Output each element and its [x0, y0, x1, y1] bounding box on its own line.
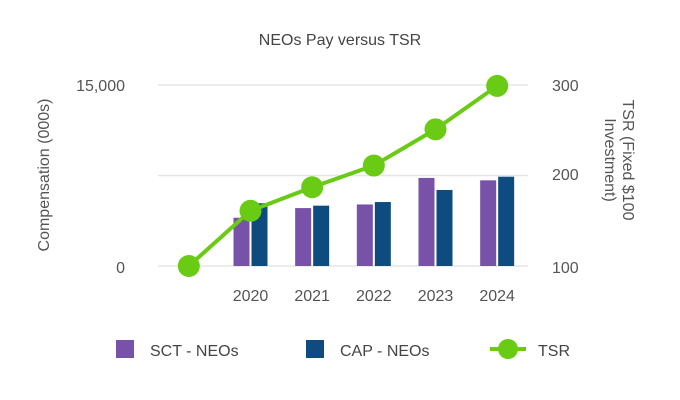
y2-tick-label-300: 300	[552, 78, 579, 95]
tsr-point-2020	[239, 199, 262, 222]
tsr-point-start	[177, 255, 200, 277]
legend-label-tsr: TSR	[538, 343, 570, 360]
y2-tick-label-200: 200	[552, 167, 579, 184]
x-tick-label: 2023	[418, 288, 454, 305]
x-tick-label: 2021	[294, 288, 330, 305]
chart-title: NEOs Pay versus TSR	[259, 32, 421, 49]
y2-axis-title-line1: TSR (Fixed $100	[619, 100, 636, 221]
x-tick-label: 2020	[233, 288, 269, 305]
legend-swatch-cap	[306, 340, 324, 358]
legend-label-cap: CAP - NEOs	[340, 343, 430, 360]
x-tick-labels: 2020 2021 2022 2023 2024	[233, 288, 515, 305]
legend-swatch-sct	[116, 340, 134, 358]
bar-cap-2024	[498, 176, 515, 266]
tsr-line	[177, 74, 509, 277]
y-axis-title: Compensation (000s)	[36, 99, 53, 252]
tsr-series-line	[187, 84, 499, 268]
bar-sct-2021	[295, 208, 312, 266]
y2-tick-label-100: 100	[552, 260, 579, 277]
legend-label-sct: SCT - NEOs	[150, 343, 239, 360]
bar-sct-2024	[480, 180, 497, 266]
bar-cap-2023	[436, 189, 453, 266]
y2-axis-title-line2: Investment)	[601, 118, 618, 202]
legend: SCT - NEOs CAP - NEOs TSR	[116, 339, 570, 360]
legend-swatch-tsr-marker	[498, 339, 518, 359]
tsr-point-2021	[301, 176, 324, 199]
bar-sct-2020	[233, 217, 250, 266]
y-tick-label-bottom: 0	[116, 260, 125, 277]
tsr-point-2024	[486, 74, 509, 97]
tsr-point-2022	[362, 154, 385, 177]
y-tick-label-top: 15,000	[76, 78, 125, 95]
x-tick-label: 2024	[479, 288, 515, 305]
x-tick-label: 2022	[356, 288, 392, 305]
bar-cap-2022	[374, 202, 391, 266]
bar-sct-2022	[356, 204, 373, 266]
bars	[233, 176, 515, 266]
bar-cap-2021	[313, 205, 330, 266]
tsr-point-2023	[424, 118, 447, 141]
bar-sct-2023	[418, 177, 435, 266]
y2-axis-title: TSR (Fixed $100 Investment)	[601, 100, 636, 221]
